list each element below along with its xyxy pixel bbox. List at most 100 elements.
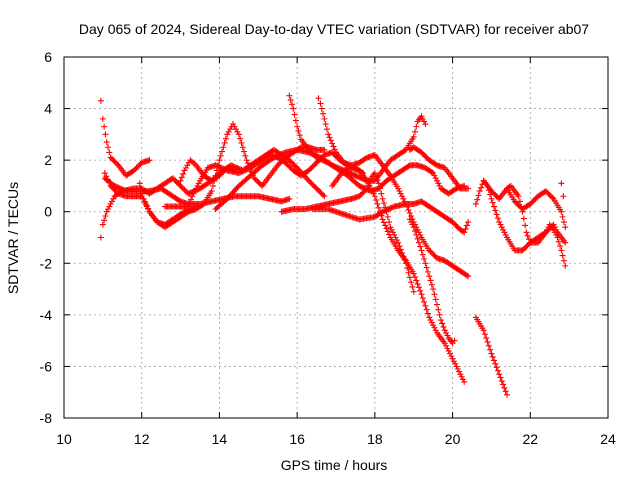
- data-point: [458, 373, 465, 380]
- data-point: [103, 139, 110, 146]
- data-point: [431, 291, 438, 298]
- data-point: [401, 147, 408, 154]
- data-point: [410, 270, 417, 277]
- data-point: [369, 188, 376, 195]
- data-point: [287, 164, 294, 171]
- grid: [64, 57, 608, 418]
- data-point: [185, 190, 192, 197]
- data-point: [101, 170, 108, 177]
- data-point: [107, 154, 114, 161]
- series-s4: [101, 175, 293, 207]
- data-point: [423, 154, 430, 161]
- data-point: [408, 279, 415, 286]
- data-point: [414, 226, 421, 233]
- x-tick-label: 18: [367, 431, 383, 447]
- data-point: [558, 180, 565, 187]
- data-point: [99, 221, 106, 228]
- data-point: [472, 200, 479, 207]
- data-point: [239, 168, 246, 175]
- data-point: [406, 216, 413, 223]
- data-point: [424, 310, 431, 317]
- data-point: [317, 156, 324, 163]
- data-point: [491, 357, 498, 364]
- data-point: [321, 158, 328, 165]
- data-point: [209, 182, 216, 189]
- data-point: [423, 264, 430, 271]
- data-point: [519, 247, 526, 254]
- data-point: [431, 324, 438, 331]
- data-point: [117, 185, 124, 192]
- data-point: [418, 113, 425, 120]
- data-point: [492, 360, 499, 367]
- data-point: [224, 195, 231, 202]
- data-point: [362, 186, 369, 193]
- data-point: [559, 252, 566, 259]
- data-point: [516, 203, 523, 210]
- data-point: [309, 163, 316, 170]
- data-point: [309, 150, 316, 157]
- data-point: [358, 184, 365, 191]
- data-point: [443, 342, 450, 349]
- data-point: [513, 199, 520, 206]
- data-point: [308, 164, 315, 171]
- data-point: [435, 306, 442, 313]
- data-point: [379, 216, 386, 223]
- data-point: [308, 149, 315, 156]
- data-point: [105, 144, 112, 151]
- data-point: [520, 246, 527, 253]
- data-point: [544, 228, 551, 235]
- data-point: [252, 176, 259, 183]
- data-point: [475, 192, 482, 199]
- data-point: [428, 169, 435, 176]
- data-point: [216, 172, 223, 179]
- data-point: [178, 184, 185, 191]
- data-point: [449, 219, 456, 226]
- data-point: [496, 219, 503, 226]
- data-point: [235, 131, 242, 138]
- data-point: [374, 200, 381, 207]
- data-point: [405, 269, 412, 276]
- series-s13: [329, 164, 468, 385]
- data-point: [176, 197, 183, 204]
- data-point: [195, 186, 202, 193]
- data-point: [362, 155, 369, 162]
- data-point: [181, 208, 188, 215]
- data-point: [529, 198, 536, 205]
- data-point: [489, 189, 496, 196]
- data-point: [321, 146, 328, 153]
- data-point: [500, 381, 507, 388]
- data-point: [391, 231, 398, 238]
- data-point: [555, 238, 562, 245]
- data-point: [171, 176, 178, 183]
- data-point: [251, 175, 258, 182]
- data-point: [288, 101, 295, 108]
- data-point: [317, 100, 324, 107]
- data-point: [453, 222, 460, 229]
- series-s10: [315, 95, 472, 280]
- data-point: [357, 183, 364, 190]
- data-point: [415, 284, 422, 291]
- data-point: [373, 197, 380, 204]
- data-point: [406, 210, 413, 217]
- data-point: [101, 217, 108, 224]
- data-point: [246, 165, 253, 172]
- data-point: [180, 185, 187, 192]
- data-point: [419, 251, 426, 258]
- data-point: [323, 126, 330, 133]
- data-point: [545, 190, 552, 197]
- series-s3: [101, 121, 328, 231]
- data-point: [231, 167, 238, 174]
- data-point: [361, 188, 368, 195]
- data-point: [140, 195, 147, 202]
- data-point: [310, 162, 317, 169]
- data-point: [282, 159, 289, 166]
- data-point: [106, 203, 113, 210]
- data-point: [185, 203, 192, 210]
- data-point: [139, 190, 146, 197]
- data-point: [235, 170, 242, 177]
- data-point: [494, 215, 501, 222]
- data-point: [243, 166, 250, 173]
- data-point: [239, 144, 246, 151]
- series-s5: [136, 180, 200, 228]
- data-point: [136, 180, 143, 187]
